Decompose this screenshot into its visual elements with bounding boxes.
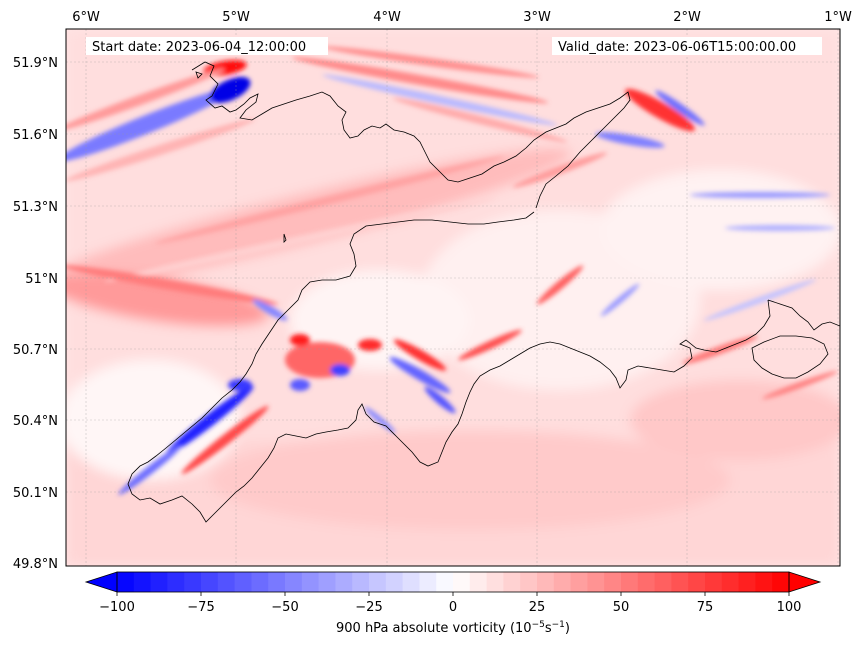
valid-date-annotation: Valid_date: 2023-06-06T15:00:00.00	[552, 37, 822, 55]
colorbar-cell	[251, 572, 269, 592]
lon-label: 4°W	[373, 10, 401, 25]
southeast-coastline	[767, 299, 840, 331]
colorbar-cell	[486, 572, 504, 592]
colorbar-cell	[201, 572, 219, 592]
colorbar-cell	[301, 572, 320, 592]
colorbar-cell	[453, 572, 471, 592]
colorbar-cell	[553, 572, 572, 592]
colorbar-tick-label: 0	[449, 600, 457, 615]
colorbar-cell	[285, 572, 303, 592]
colorbar-ticks: −100 −75 −50 −25 0 25 50 75 100	[99, 592, 801, 615]
colorbar-cell	[318, 572, 336, 592]
colorbar-tick-label: 25	[529, 600, 546, 615]
colorbar-cells	[117, 572, 790, 592]
map-panel: Start date: 2023-06-04_12:00:00 Valid_da…	[13, 10, 852, 572]
colorbar-cell	[268, 572, 286, 592]
longitude-labels: 6°W 5°W 4°W 3°W 2°W 1°W	[72, 10, 852, 25]
lat-label: 50.4°N	[13, 414, 58, 429]
map-frame	[65, 28, 841, 567]
start-date-annotation: Start date: 2023-06-04_12:00:00	[86, 37, 328, 55]
southwest-north-coastline	[127, 211, 771, 523]
lundy-island	[283, 233, 287, 243]
colorbar-cell	[402, 572, 420, 592]
coastline	[127, 61, 840, 523]
colorbar-cell	[671, 572, 689, 592]
wales-coastline	[191, 61, 631, 209]
colorbar-cell	[755, 572, 773, 592]
colorbar-cell	[117, 572, 135, 592]
colorbar-cell	[738, 572, 756, 592]
colorbar-cell	[184, 572, 202, 592]
colorbar-cell	[133, 572, 152, 592]
colorbar-cell	[419, 572, 437, 592]
valid-date-text: Valid_date: 2023-06-06T15:00:00.00	[558, 40, 796, 55]
colorbar-cell	[352, 572, 370, 592]
colorbar-cell	[721, 572, 740, 592]
start-date-text: Start date: 2023-06-04_12:00:00	[92, 40, 306, 55]
colorbar-cell	[150, 572, 168, 592]
lat-label: 49.8°N	[13, 557, 58, 572]
lon-label: 1°W	[824, 10, 852, 25]
colorbar-cell	[167, 572, 185, 592]
lon-label: 3°W	[523, 10, 551, 25]
colorbar-cell	[705, 572, 723, 592]
lon-label: 2°W	[673, 10, 701, 25]
colorbar: −100 −75 −50 −25 0 25 50 75 100 900 hPa absolute…	[84, 571, 822, 636]
colorbar-cell	[604, 572, 622, 592]
colorbar-cell	[688, 572, 706, 592]
lat-label: 51°N	[25, 272, 58, 287]
colorbar-cell	[587, 572, 605, 592]
colorbar-cell	[436, 572, 454, 592]
colorbar-cell	[637, 572, 656, 592]
colorbar-tick-label: −25	[355, 600, 382, 615]
colorbar-cell	[654, 572, 672, 592]
lon-label: 5°W	[222, 10, 250, 25]
colorbar-tick-label: 100	[777, 600, 802, 615]
colorbar-tick-label: −75	[187, 600, 214, 615]
colorbar-cell	[469, 572, 488, 592]
colorbar-cell	[369, 572, 387, 592]
lat-label: 51.9°N	[13, 56, 58, 71]
colorbar-tick-label: 50	[613, 600, 630, 615]
colorbar-cell	[537, 572, 555, 592]
colorbar-cell	[234, 572, 252, 592]
skomer-island	[195, 71, 203, 79]
vorticity-field	[66, 29, 840, 566]
colorbar-tick-label: 75	[697, 600, 714, 615]
latitude-labels: 51.9°N 51.6°N 51.3°N 51°N 50.7°N 50.4°N …	[13, 56, 58, 572]
colorbar-cell	[503, 572, 521, 592]
colorbar-cell	[520, 572, 538, 592]
colorbar-tick-label: −50	[271, 600, 298, 615]
colorbar-cell	[570, 572, 588, 592]
lat-label: 50.1°N	[13, 486, 58, 501]
colorbar-cell	[385, 572, 404, 592]
colorbar-label: 900 hPa absolute vorticity (10−5s−1)	[336, 620, 570, 636]
lat-label: 51.6°N	[13, 128, 58, 143]
colorbar-cell	[772, 572, 790, 592]
colorbar-cell	[217, 572, 236, 592]
lon-label: 6°W	[72, 10, 100, 25]
gridlines	[66, 29, 840, 566]
colorbar-min-extend	[84, 571, 118, 593]
isle-of-wight-coastline	[751, 335, 829, 379]
lat-label: 50.7°N	[13, 343, 58, 358]
colorbar-tick-label: −100	[99, 600, 135, 615]
lat-label: 51.3°N	[13, 200, 58, 215]
colorbar-cell	[335, 572, 353, 592]
colorbar-cell	[621, 572, 639, 592]
colorbar-max-extend	[788, 571, 822, 593]
